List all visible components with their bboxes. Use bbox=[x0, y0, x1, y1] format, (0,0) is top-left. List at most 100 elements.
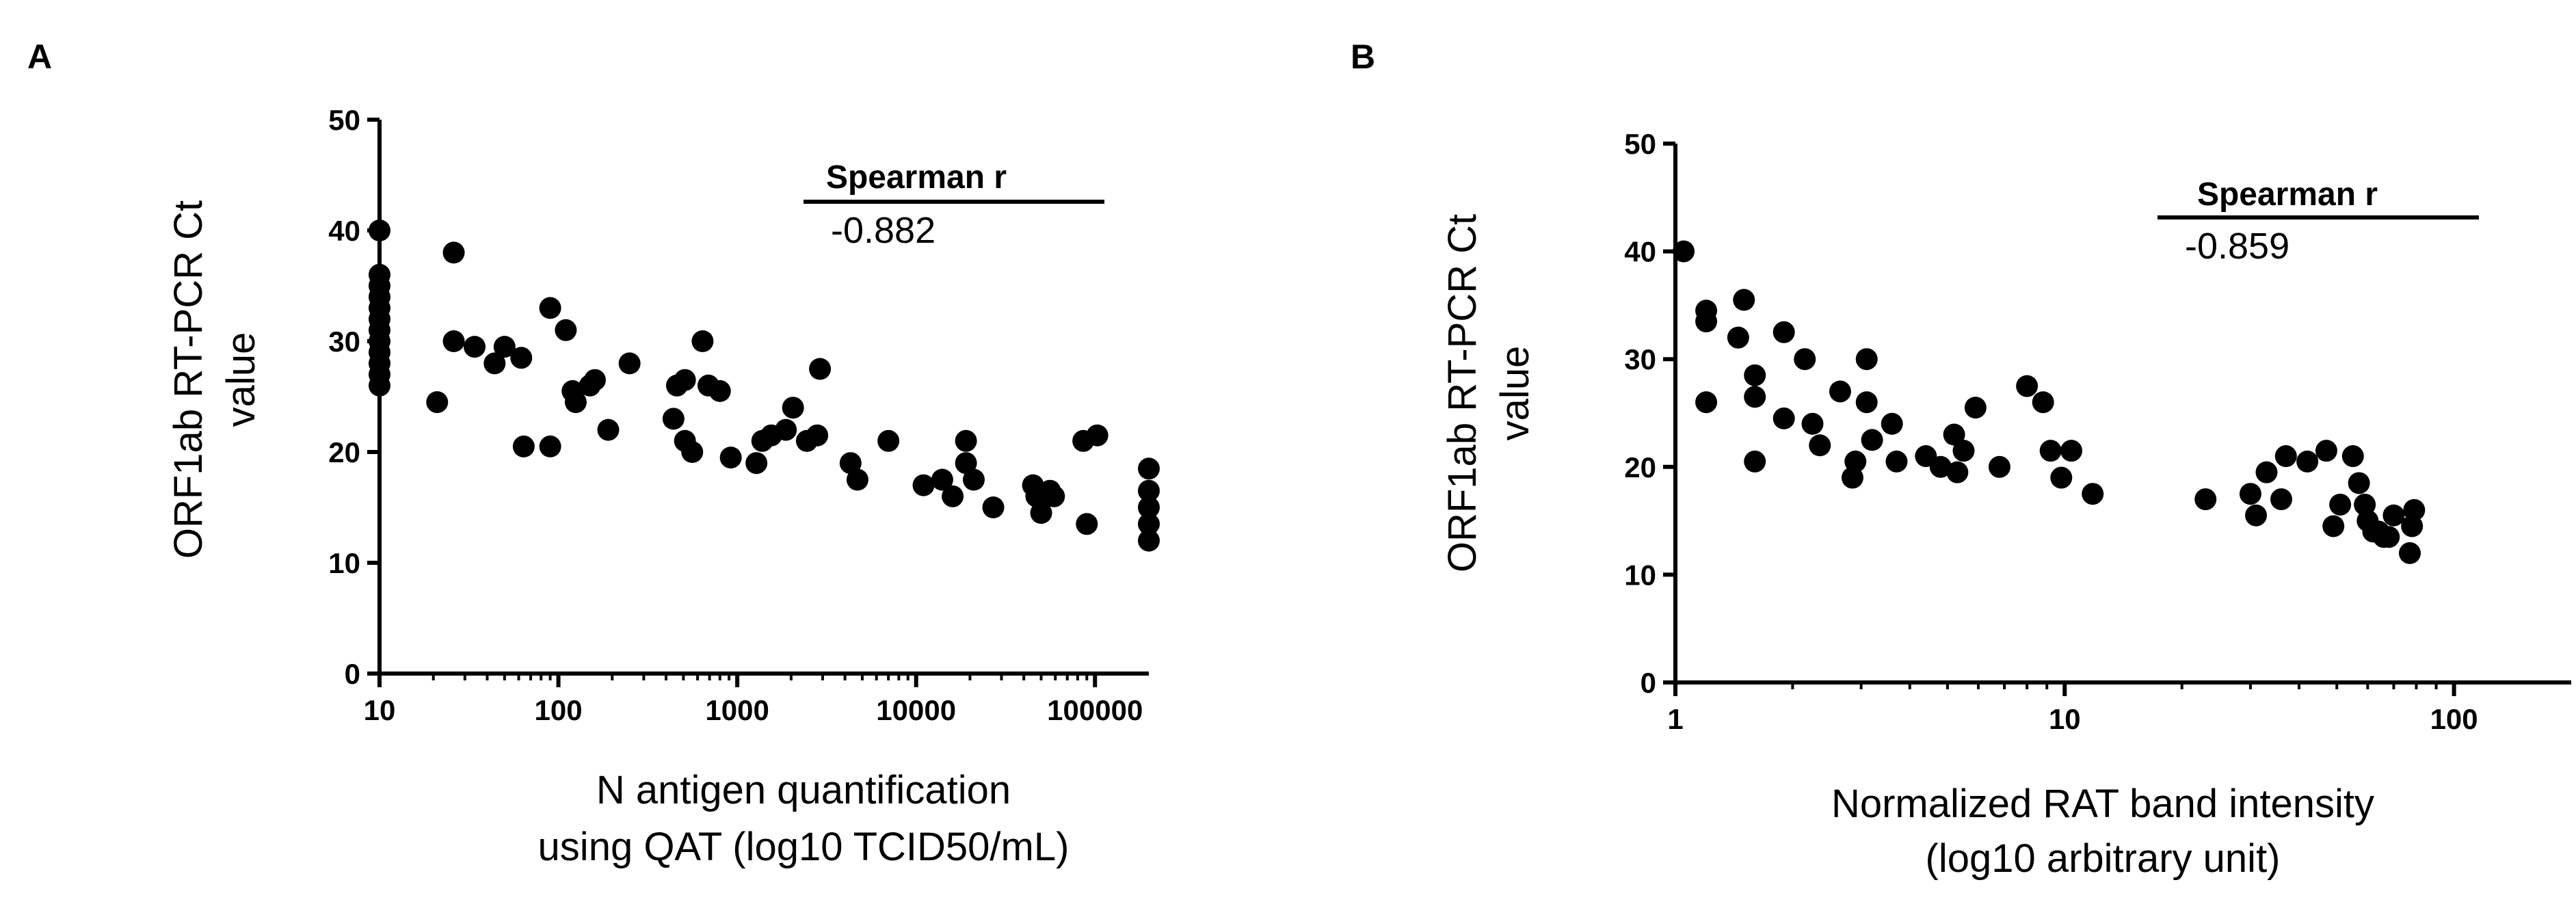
data-point-b bbox=[2378, 526, 2400, 548]
data-point-a bbox=[877, 429, 900, 452]
axes-b: 0 10 20 30 40 50 1 10 100 bbox=[1624, 128, 2571, 735]
data-point-b bbox=[1881, 412, 1903, 435]
panel-b: B ORF1ab RT-PCR Ct value Normalized RAT … bbox=[1351, 38, 2571, 881]
data-point-a bbox=[369, 220, 390, 241]
data-point-a bbox=[782, 397, 804, 419]
data-point-a bbox=[564, 391, 587, 414]
x-axis-label-a-line2: using QAT (log10 TCID50/mL) bbox=[538, 825, 1070, 869]
data-point-b bbox=[1733, 289, 1755, 311]
data-point-b bbox=[1929, 455, 1952, 478]
data-point-b bbox=[2398, 542, 2421, 564]
data-point-b bbox=[1841, 466, 1863, 489]
data-point-b bbox=[1772, 321, 1795, 343]
y-tick-label-a: 30 bbox=[328, 325, 360, 358]
data-point-b bbox=[2274, 445, 2297, 468]
data-point-a bbox=[1138, 496, 1160, 518]
data-point-a bbox=[662, 408, 685, 430]
y-tick-label-a: 40 bbox=[328, 215, 360, 247]
data-point-a bbox=[1138, 513, 1160, 535]
data-point-a bbox=[464, 336, 486, 358]
data-point-b bbox=[1727, 326, 1749, 349]
data-point-a bbox=[555, 319, 577, 341]
y-tick-label-a: 50 bbox=[328, 104, 360, 136]
data-point-a bbox=[912, 474, 935, 496]
data-point-b bbox=[2348, 472, 2370, 494]
data-point-b bbox=[2032, 391, 2054, 414]
data-point-b bbox=[2341, 445, 2364, 468]
data-point-b bbox=[2329, 493, 2352, 516]
points-a bbox=[369, 220, 1160, 552]
data-point-b bbox=[1952, 440, 1975, 462]
data-point-a bbox=[955, 452, 977, 475]
data-point-a bbox=[839, 452, 862, 475]
data-point-a bbox=[539, 297, 561, 319]
data-point-b bbox=[1829, 380, 1851, 403]
x-axis-label-b-line1: Normalized RAT band intensity bbox=[1831, 782, 2374, 826]
data-point-a bbox=[674, 369, 696, 391]
data-point-a bbox=[1076, 513, 1098, 535]
x-tick-label-a: 100000 bbox=[1047, 694, 1143, 726]
data-point-a bbox=[708, 380, 731, 402]
data-point-b bbox=[2382, 504, 2405, 527]
points-b bbox=[1673, 240, 2426, 564]
x-axis-label-a: N antigen quantification using QAT (log1… bbox=[538, 768, 1070, 869]
y-axis-label-b: ORF1ab RT-PCR Ct value bbox=[1440, 214, 1537, 572]
data-point-b bbox=[1695, 310, 1718, 333]
data-point-a bbox=[583, 369, 606, 391]
data-point-b bbox=[1988, 455, 2010, 478]
data-point-b bbox=[2315, 440, 2337, 462]
data-point-a bbox=[809, 358, 832, 380]
x-tick-label-b: 100 bbox=[2430, 703, 2478, 735]
data-point-b bbox=[1943, 423, 1965, 446]
data-point-a bbox=[691, 330, 714, 352]
data-point-b bbox=[1885, 450, 1908, 473]
y-tick-label-b: 20 bbox=[1624, 451, 1656, 483]
data-point-b bbox=[2296, 450, 2319, 473]
data-point-a bbox=[442, 330, 465, 352]
data-point-a bbox=[483, 352, 506, 375]
data-point-b bbox=[2270, 488, 2293, 511]
data-point-a bbox=[775, 418, 797, 441]
x-tick-label-b: 1 bbox=[1667, 703, 1683, 735]
x-tick-label-a: 1000 bbox=[705, 694, 769, 726]
data-point-b bbox=[1861, 429, 1883, 451]
x-tick-label-b: 10 bbox=[2049, 703, 2081, 735]
data-point-b bbox=[1844, 450, 1867, 473]
data-point-a bbox=[982, 496, 1005, 518]
data-point-a bbox=[597, 418, 620, 441]
x-axis-label-a-line1: N antigen quantification bbox=[596, 768, 1011, 812]
stat-header-b: Spearman r bbox=[2197, 176, 2378, 213]
y-axis-label-a-line2: value bbox=[219, 332, 263, 427]
y-tick-label-a: 20 bbox=[328, 436, 360, 468]
data-point-a bbox=[618, 352, 641, 375]
data-point-b bbox=[2354, 493, 2376, 516]
y-tick-label-b: 30 bbox=[1624, 343, 1656, 375]
data-point-b bbox=[2239, 483, 2261, 505]
data-point-a bbox=[1138, 529, 1160, 552]
data-point-a bbox=[442, 241, 465, 264]
data-point-a bbox=[493, 336, 516, 358]
data-point-b bbox=[2082, 483, 2104, 505]
data-point-a bbox=[1086, 424, 1108, 447]
data-point-a bbox=[1030, 502, 1052, 524]
data-point-b bbox=[1673, 240, 1695, 263]
panel-letter-a: A bbox=[27, 38, 52, 76]
panel-a: A ORF1ab RT-PCR Ct value N antigen quant… bbox=[27, 38, 1160, 869]
data-point-a bbox=[745, 452, 768, 475]
y-tick-label-a: 0 bbox=[345, 658, 360, 690]
data-point-b bbox=[2255, 461, 2278, 483]
data-point-b bbox=[2060, 440, 2083, 462]
y-tick-label-b: 0 bbox=[1641, 667, 1656, 699]
data-point-b bbox=[2401, 515, 2424, 537]
data-point-a bbox=[719, 447, 742, 469]
panel-letter-b: B bbox=[1351, 38, 1375, 76]
data-point-b bbox=[1772, 407, 1795, 429]
y-tick-label-b: 50 bbox=[1624, 128, 1656, 160]
data-point-a bbox=[962, 468, 985, 491]
x-axis-label-b-line2: (log10 arbitrary unit) bbox=[1926, 836, 2281, 881]
data-point-b bbox=[2039, 440, 2062, 462]
y-axis-label-a: ORF1ab RT-PCR Ct value bbox=[166, 200, 263, 559]
data-point-b bbox=[2245, 504, 2268, 527]
data-point-b bbox=[2016, 375, 2039, 397]
